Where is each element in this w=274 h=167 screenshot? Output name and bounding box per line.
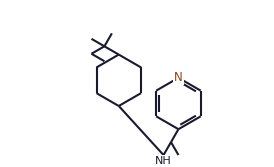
Text: N: N — [174, 71, 183, 84]
Text: NH: NH — [155, 156, 172, 166]
